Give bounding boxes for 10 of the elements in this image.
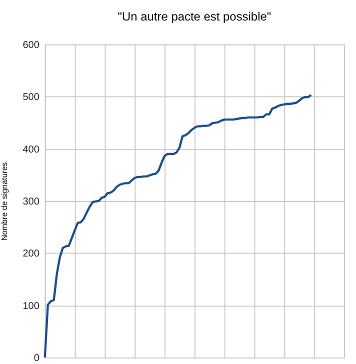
y-tick-label: 600 — [22, 40, 40, 51]
y-tick-label: 400 — [22, 144, 40, 156]
chart-title: "Un autre pacte est possible" — [118, 9, 272, 24]
y-tick-label: 0 — [34, 353, 40, 364]
y-tick-label: 500 — [22, 92, 40, 104]
y-tick-label: 100 — [22, 300, 40, 312]
line-series — [44, 94, 312, 359]
y-tick-label: 300 — [22, 196, 40, 208]
y-axis-title: Nombre de signatures — [0, 162, 9, 241]
y-tick-label: 200 — [22, 248, 40, 260]
